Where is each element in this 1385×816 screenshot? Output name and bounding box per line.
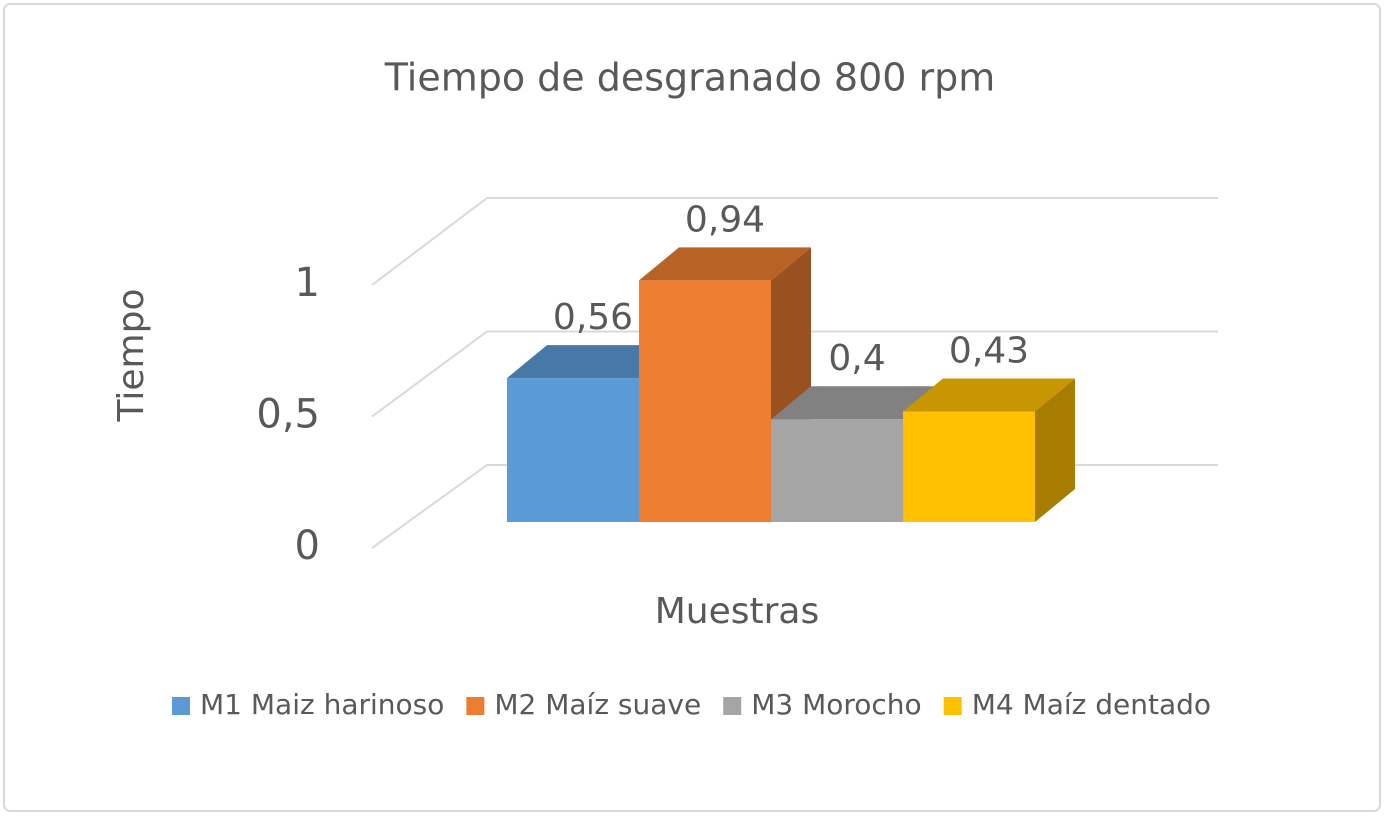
bar-top [771, 386, 943, 420]
data-label: 0,43 [949, 330, 1029, 371]
bar [639, 280, 771, 522]
legend-swatch [466, 697, 485, 715]
bar-top [639, 247, 811, 281]
data-label: 0,56 [553, 297, 633, 338]
bar-side [1035, 378, 1075, 522]
y-tick-label: 0 [295, 523, 320, 569]
bar [903, 411, 1035, 522]
y-tick-label: 0,5 [256, 392, 320, 438]
legend-label: M1 Maiz harinoso [200, 688, 444, 721]
y-tick-label: 1 [295, 260, 320, 306]
grid-line [371, 330, 1218, 418]
bar [507, 378, 639, 522]
legend-label: M4 Maíz dentado [972, 688, 1211, 721]
grid-line [371, 197, 1218, 286]
legend-swatch [943, 697, 962, 715]
data-label: 0,4 [828, 338, 885, 379]
x-axis-label: Muestras [655, 591, 820, 632]
legend-label: M2 Maíz suave [494, 688, 701, 721]
bar-top [507, 345, 679, 379]
bar [771, 419, 903, 522]
data-label: 0,94 [685, 199, 765, 240]
legend-swatch [172, 697, 190, 715]
legend-label: M3 Morocho [751, 688, 921, 721]
chart-title: Tiempo de desgranado 800 rpm [384, 56, 996, 100]
legend-swatch [723, 697, 742, 715]
y-axis-label: Tiempo [111, 289, 152, 423]
bar-top [903, 378, 1075, 412]
